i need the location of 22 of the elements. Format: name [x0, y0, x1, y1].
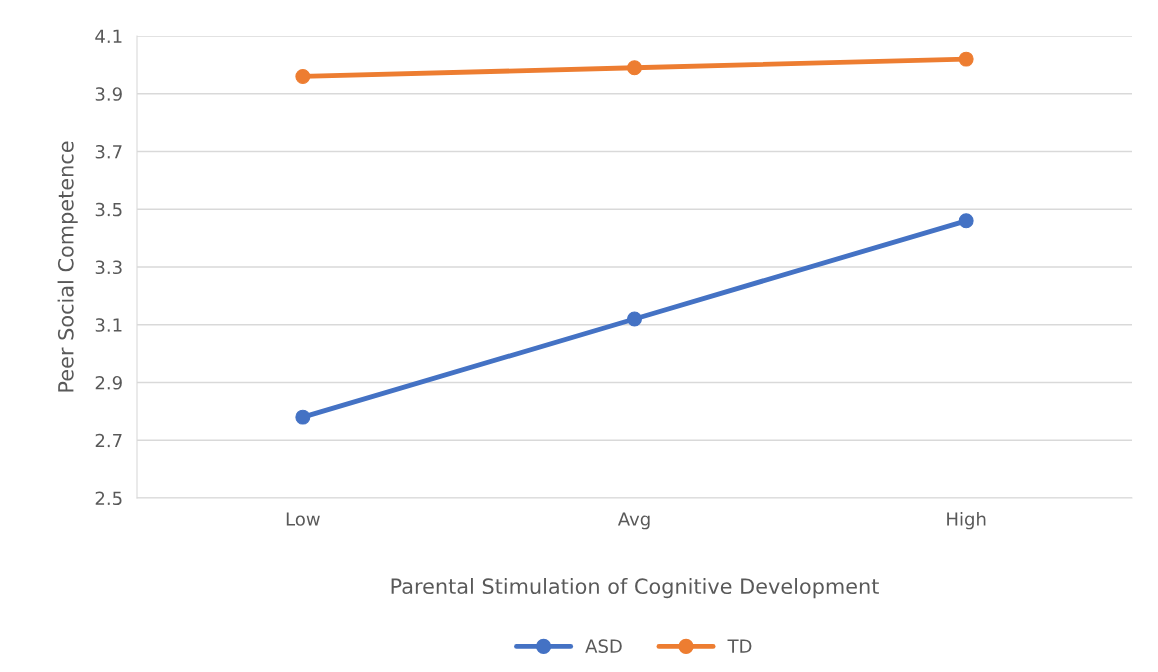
point — [958, 213, 974, 229]
x-axis-title: Parental Stimulation of Cognitive Development — [391, 577, 879, 599]
x-tick-label: High — [947, 511, 986, 530]
legend-label: TD — [727, 639, 752, 653]
point — [627, 311, 642, 327]
y-tick-label: 3.1 — [95, 318, 122, 332]
y-tick-label: 2.7 — [95, 433, 122, 448]
y-tick-label: 2.9 — [95, 375, 122, 390]
y-tick-label: 3.7 — [95, 144, 122, 159]
legend-label: ASD — [585, 639, 622, 653]
y-axis-title: Peer Social Competence — [57, 141, 78, 392]
point — [627, 60, 642, 76]
point — [295, 409, 311, 425]
y-tick-label: 3.9 — [95, 87, 122, 101]
x-tick-label: Low — [286, 512, 320, 526]
x-tick-label: Avg — [617, 512, 650, 530]
point — [958, 51, 974, 67]
y-tick-label: 3.5 — [95, 202, 122, 217]
y-tick-label: 3.3 — [95, 260, 122, 275]
y-tick-label: 4.1 — [95, 29, 122, 43]
y-tick-label: 2.5 — [95, 491, 122, 506]
point — [295, 68, 311, 84]
